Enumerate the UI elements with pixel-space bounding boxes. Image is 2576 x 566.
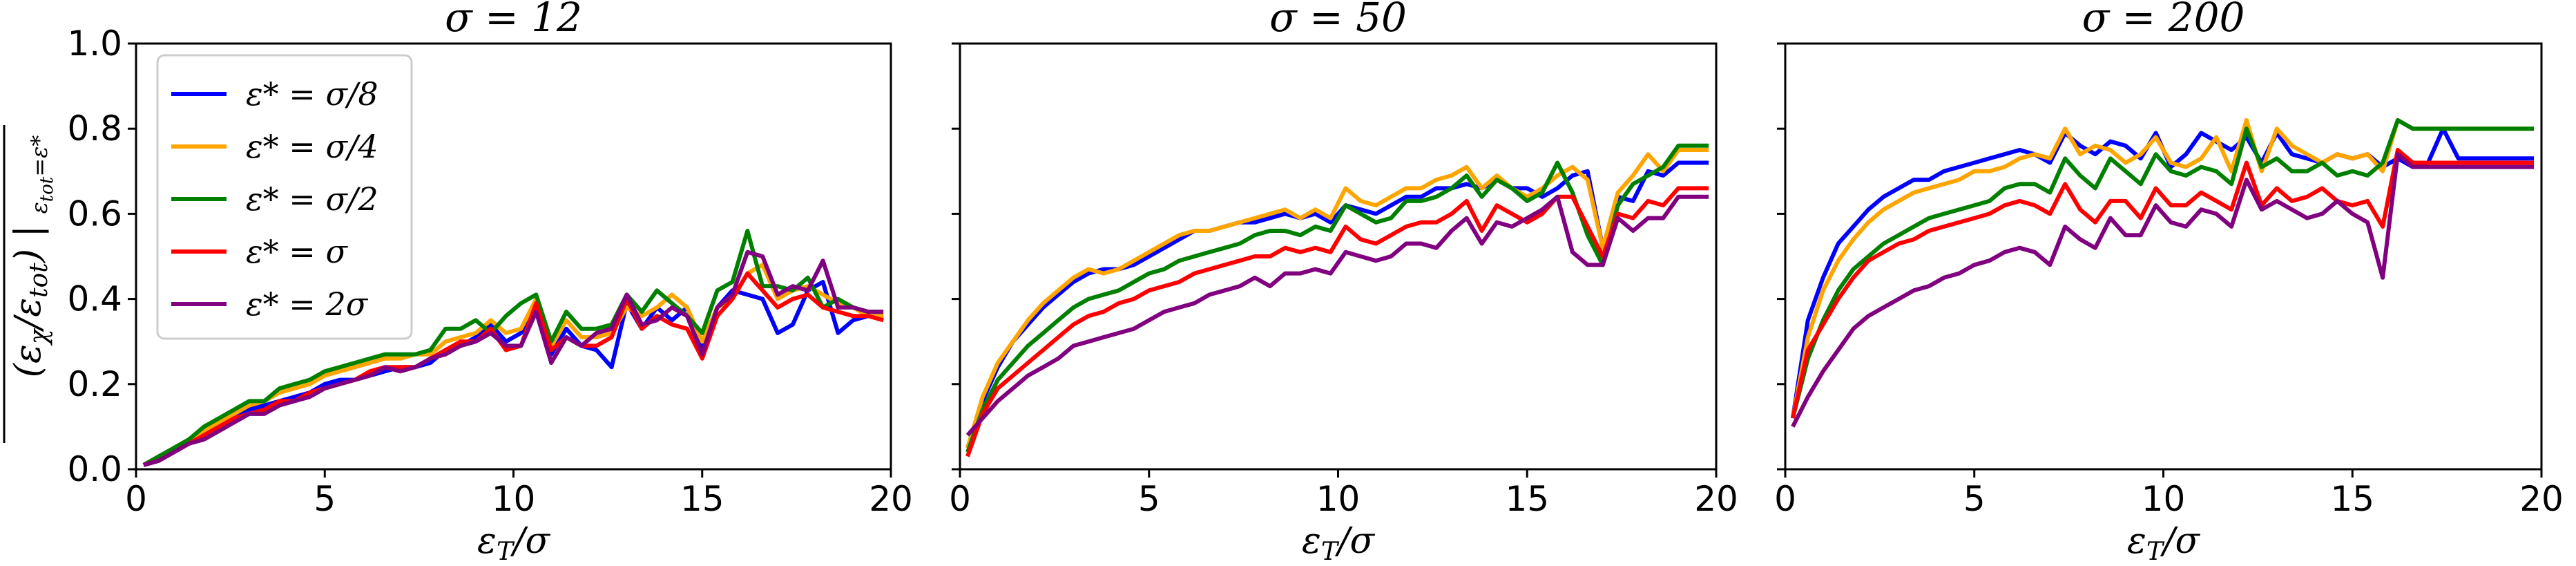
series-line-1	[1790, 126, 2535, 419]
legend-label: ε* = σ/4	[246, 128, 378, 165]
series-line-4	[143, 271, 884, 467]
series-line-5	[965, 194, 1709, 437]
series-line-1	[965, 160, 1709, 449]
series-line-4	[1790, 148, 2535, 419]
x-tick-label: 15	[680, 479, 724, 519]
legend-label: ε* = 2σ	[246, 285, 369, 323]
x-axis-label: εT/σ	[2127, 520, 2200, 566]
x-tick-label: 20	[1694, 479, 1738, 519]
x-tick-label: 10	[492, 479, 536, 519]
x-tick-label: 0	[949, 479, 971, 519]
panel-title: σ = 12	[445, 0, 582, 41]
x-tick-label: 5	[314, 479, 336, 519]
y-tick-label: 0.6	[67, 194, 122, 234]
panel-title: σ = 200	[2082, 0, 2245, 41]
x-tick-label: 5	[1963, 479, 1986, 519]
legend-label: ε* = σ	[246, 233, 348, 270]
series-line-3	[965, 143, 1709, 453]
x-tick-label: 15	[1505, 479, 1549, 519]
legend-box	[156, 54, 413, 340]
series-line-3	[142, 229, 884, 467]
x-tick-label: 15	[2330, 479, 2374, 519]
legend-label: ε* = σ/2	[246, 180, 378, 218]
x-tick-label: 20	[2519, 479, 2564, 519]
series-line-3	[1790, 117, 2535, 419]
legend-label: ε* = σ/8	[246, 75, 378, 113]
series-line-5	[143, 249, 884, 467]
legend: ε* = σ/8 ε* = σ/4 ε* = σ/2 ε* = σ ε* = 2σ	[156, 54, 413, 340]
x-axis-label: εT/σ	[477, 520, 550, 566]
panel-2: 0 5 10 15 20 σ = 50 εT/σ	[949, 0, 1738, 566]
x-axis-label: εT/σ	[1302, 520, 1375, 566]
y-tick-label: 0.2	[67, 364, 122, 404]
y-tick-label: 0.8	[67, 109, 122, 149]
series-line-5	[1791, 152, 2535, 428]
x-tick-label: 5	[1138, 479, 1160, 519]
panel-1: 0 5 10 15 20 0.0 0.2 0.4 0.6 0.8 1.0 σ = 12 εT/σ (εχ/…	[3, 0, 913, 566]
y-tick-label: 0.0	[67, 449, 122, 489]
x-tick-label: 0	[125, 479, 147, 519]
axes-frame	[1784, 42, 2543, 471]
svg-text:(εχ/εtot) | εtot=ε*: (εχ/εtot) | εtot=ε*	[8, 135, 57, 378]
panel-3: 0 5 10 15 20 σ = 200 εT/σ	[1774, 0, 2564, 566]
x-tick-label: 20	[869, 479, 913, 519]
y-axis-label: (εχ/εtot) | εtot=ε*	[3, 125, 57, 443]
y-tick-label: 0.4	[67, 279, 122, 319]
panel-title: σ = 50	[1269, 0, 1407, 41]
x-tick-label: 0	[1774, 479, 1796, 519]
series-line-1	[143, 280, 884, 467]
series-line-2	[965, 148, 1709, 449]
x-tick-label: 10	[2142, 479, 2186, 519]
series-line-4	[965, 186, 1709, 457]
y-tick-label: 1.0	[67, 23, 122, 64]
x-tick-label: 10	[1316, 479, 1361, 519]
